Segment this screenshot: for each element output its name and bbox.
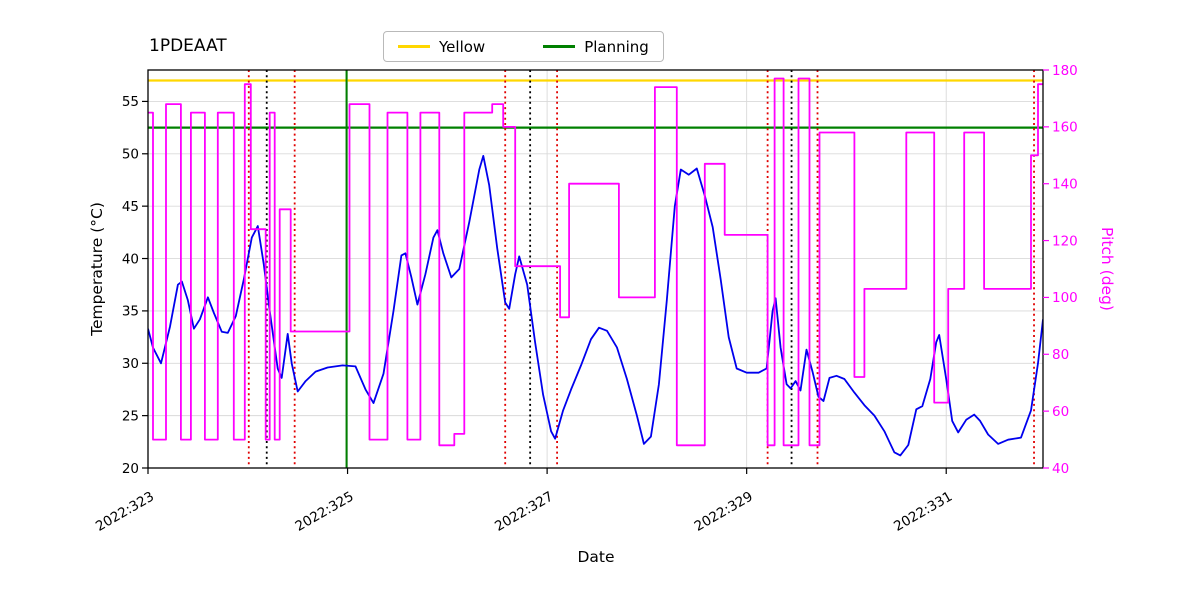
right-tick-label: 40 — [1052, 461, 1069, 477]
x-tick-label: 2022:325 — [293, 489, 357, 535]
x-axis-label: Date — [577, 548, 615, 566]
right-tick-label: 80 — [1052, 347, 1069, 363]
left-tick-label: 50 — [122, 147, 139, 163]
left-tick-label: 30 — [122, 356, 139, 372]
legend-label-planning: Planning — [584, 37, 649, 56]
x-tick-label: 2022:327 — [492, 489, 556, 535]
yellow-line-swatch — [398, 45, 430, 48]
legend-label-yellow: Yellow — [439, 37, 486, 56]
x-tick-label: 2022:323 — [93, 489, 157, 535]
left-tick-label: 45 — [122, 199, 139, 215]
left-tick-label: 35 — [122, 304, 139, 320]
planning-line-swatch — [543, 45, 576, 48]
left-tick-label: 40 — [122, 251, 139, 267]
legend-item-yellow: Yellow — [398, 38, 485, 56]
right-tick-label: 120 — [1052, 233, 1078, 249]
x-tick-label: 2022:331 — [891, 489, 955, 535]
left-tick-label: 55 — [122, 94, 139, 110]
right-tick-label: 100 — [1052, 290, 1078, 306]
right-tick-label: 60 — [1052, 404, 1069, 420]
plot-border — [147, 69, 1044, 469]
right-tick-label: 140 — [1052, 177, 1078, 193]
left-tick-label: 20 — [122, 461, 139, 477]
legend: Yellow Planning — [383, 31, 664, 62]
pitch-series-line — [148, 77, 1043, 447]
legend-item-planning: Planning — [543, 38, 649, 56]
chart-title: 1PDEAAT — [149, 36, 227, 56]
temperature-series-line — [148, 155, 1043, 457]
right-tick-label: 160 — [1052, 120, 1078, 136]
x-tick-label: 2022:329 — [692, 489, 756, 535]
left-tick-label: 25 — [122, 408, 139, 424]
right-tick-label: 180 — [1052, 63, 1078, 79]
